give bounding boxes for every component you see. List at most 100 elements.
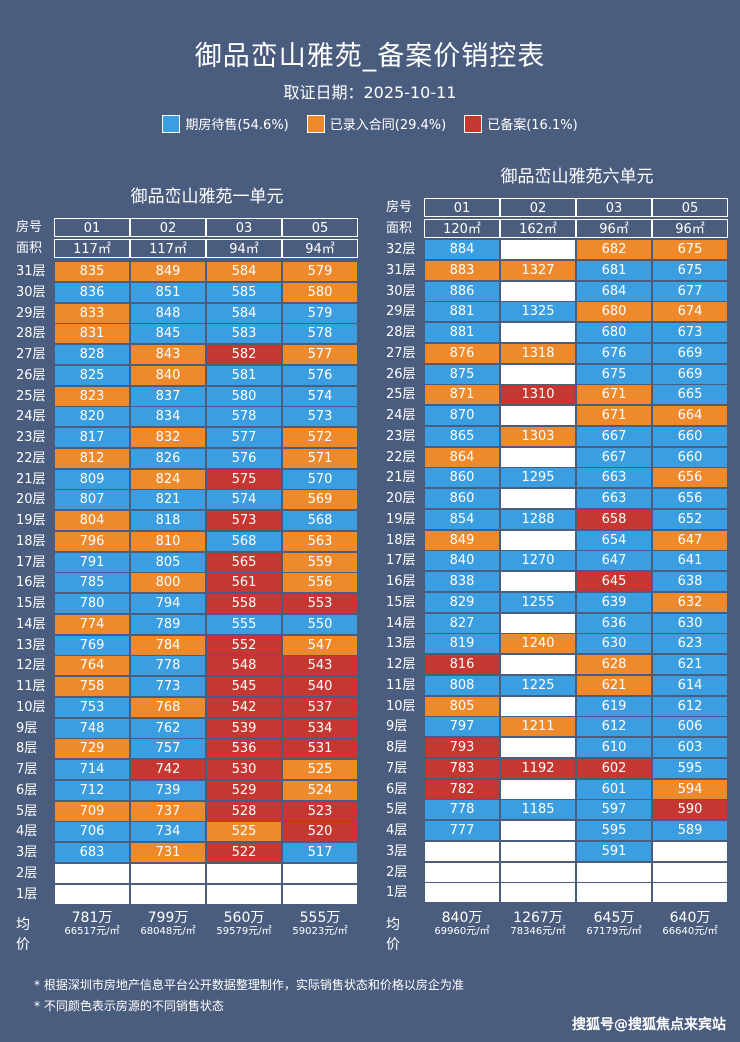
unit-cell: 559 <box>283 552 357 572</box>
unit-cell: 831 <box>55 324 129 344</box>
unit-cell: 603 <box>653 738 727 757</box>
unit-cell: 807 <box>55 490 129 510</box>
unit-cell: 656 <box>653 489 727 508</box>
unit-cell: 1211 <box>501 717 575 737</box>
floor-label: 24层 <box>16 409 46 425</box>
floor-label: 19层 <box>16 513 46 528</box>
unit-cell: 1295 <box>501 468 575 488</box>
unit-cell: 742 <box>131 760 205 779</box>
unit-cell: 780 <box>55 594 129 613</box>
floor-label: 15层 <box>386 594 416 610</box>
unit-cell: 797 <box>425 717 499 737</box>
unit-cell: 595 <box>577 821 651 840</box>
unit-cell: 601 <box>577 779 651 799</box>
unit-cell: 578 <box>283 324 357 344</box>
unit-cell: 539 <box>207 718 281 738</box>
legend-swatch-contracted <box>306 114 325 133</box>
unit-cell: 573 <box>207 511 281 530</box>
floor-label: 20层 <box>386 491 416 506</box>
unit-cell: 669 <box>653 343 727 363</box>
floor-label: 15层 <box>16 596 46 611</box>
floor-label: 20层 <box>16 492 46 508</box>
unit-cell: 1310 <box>501 385 575 405</box>
avg-unit-price: 69960元/㎡ <box>434 926 490 937</box>
unit-cell: 674 <box>653 302 727 322</box>
unit-cell: 758 <box>55 677 129 696</box>
unit-cell <box>55 863 129 883</box>
floor-label: 13层 <box>16 637 46 653</box>
unit-cell: 829 <box>425 592 499 612</box>
unit-cell: 614 <box>653 675 727 695</box>
floor-label: 14层 <box>386 615 416 631</box>
legend-item-presale: 期房待售(54.6%) <box>162 114 289 133</box>
unit-cell: 630 <box>653 613 727 633</box>
unit-cell <box>653 883 727 903</box>
unit-cell <box>501 696 575 716</box>
unit-cell: 534 <box>283 718 357 738</box>
unit-cell: 571 <box>283 448 357 468</box>
unit-cell: 1318 <box>501 343 575 363</box>
unit-cell <box>577 883 651 903</box>
unit-cell: 680 <box>577 323 651 342</box>
unit-cell: 883 <box>425 260 499 280</box>
unit-cell: 808 <box>425 675 499 695</box>
floor-label: 31层 <box>16 264 46 279</box>
unit-cell: 647 <box>653 530 727 550</box>
unit-cell <box>283 863 357 883</box>
unit-cell: 834 <box>131 407 205 427</box>
floor-label: 16层 <box>16 575 46 591</box>
unit-cell: 783 <box>425 758 499 778</box>
unit-cell: 580 <box>207 386 281 406</box>
unit-cell <box>131 863 205 883</box>
floor-label: 6层 <box>16 782 38 798</box>
unit-cell: 854 <box>425 509 499 529</box>
unit-cell: 681 <box>577 260 651 280</box>
avg-total-price: 840万 <box>441 910 483 926</box>
floor-label: 17层 <box>16 554 46 570</box>
unit-cell <box>207 863 281 883</box>
floor-label: 18层 <box>386 532 416 548</box>
unit-cell: 628 <box>577 655 651 674</box>
unit-cell: 778 <box>131 656 205 676</box>
unit-cell <box>501 323 575 342</box>
unit-cell: 671 <box>577 406 651 425</box>
unit-cell: 848 <box>131 303 205 323</box>
unit-cell: 663 <box>577 468 651 488</box>
unit-cell: 621 <box>653 655 727 674</box>
unit-cell: 1270 <box>501 551 575 571</box>
avg-total-price: 560万 <box>223 910 265 926</box>
unit-cell: 548 <box>207 656 281 676</box>
floor-label: 32层 <box>386 242 416 257</box>
avg-price-box: 840万 69960元/㎡ <box>424 910 500 938</box>
unit-cell: 639 <box>577 592 651 612</box>
unit-cell: 777 <box>425 821 499 840</box>
legend-swatch-presale <box>162 114 181 133</box>
unit-cell: 828 <box>55 345 129 364</box>
unit-cell: 849 <box>425 530 499 550</box>
unit-cell: 523 <box>283 801 357 821</box>
unit-cell: 881 <box>425 323 499 342</box>
unit-cell: 610 <box>577 738 651 757</box>
floor-label: 31层 <box>386 262 416 278</box>
unit-cell: 876 <box>425 343 499 363</box>
legend: 期房待售(54.6%) 已录入合同(29.4%) 已备案(16.1%) <box>0 114 740 133</box>
unit-cell: 550 <box>283 614 357 634</box>
page-subtitle: 取证日期：2025-10-11 <box>283 83 457 102</box>
unit-cell: 821 <box>131 490 205 510</box>
floor-label: 29层 <box>386 304 416 320</box>
unit-cell: 680 <box>577 302 651 322</box>
unit-cell: 881 <box>425 302 499 322</box>
unit-cell <box>501 862 575 882</box>
unit-cell: 739 <box>131 780 205 800</box>
unit-cell: 594 <box>653 779 727 799</box>
unit-cell: 1225 <box>501 675 575 695</box>
unit-cell: 517 <box>283 843 357 862</box>
floor-label: 30层 <box>386 283 416 299</box>
unit-cell <box>425 841 499 861</box>
unit-cell: 816 <box>425 655 499 674</box>
unit-cell: 553 <box>283 594 357 613</box>
avg-price-box: 781万 66517元/㎡ <box>54 910 130 938</box>
unit-cell: 683 <box>55 843 129 862</box>
unit-cell: 630 <box>577 634 651 654</box>
unit-cell: 833 <box>55 303 129 323</box>
